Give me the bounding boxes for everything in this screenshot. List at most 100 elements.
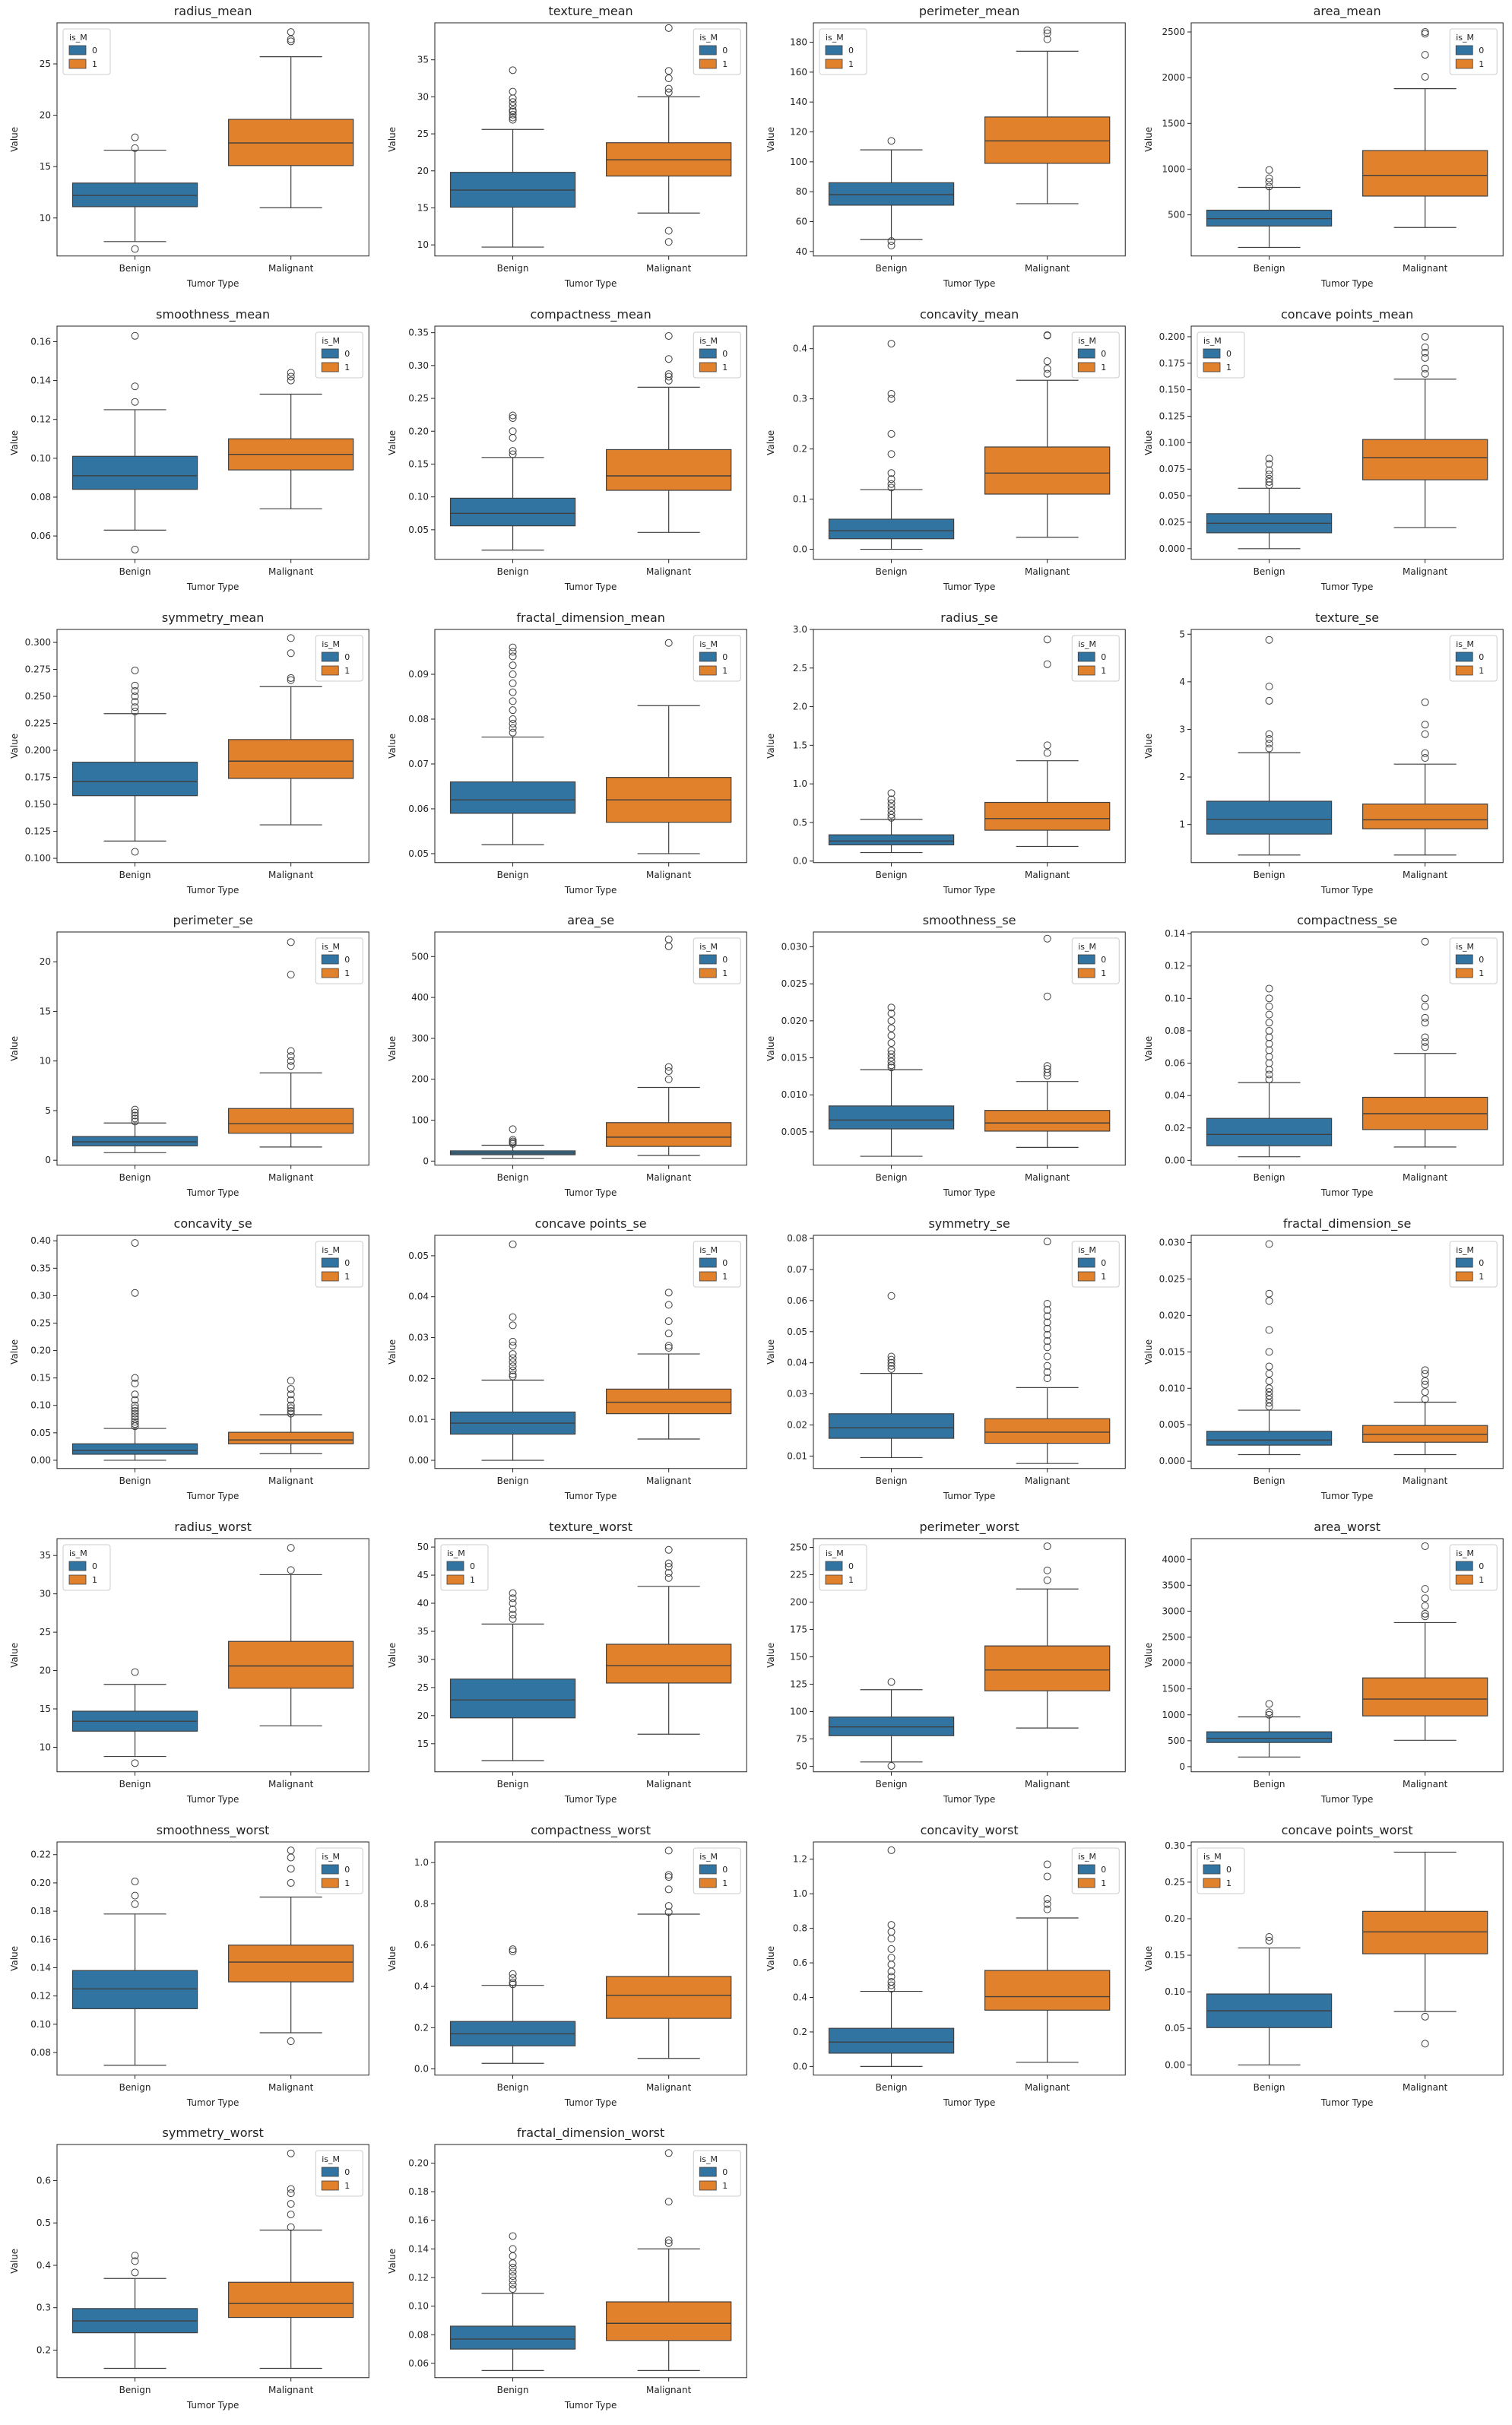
outlier-point (887, 807, 895, 815)
outlier-point (287, 2224, 295, 2232)
outlier-point (887, 1678, 895, 1686)
legend-label: 1 (470, 1575, 475, 1585)
outlier-point (887, 1761, 895, 1770)
x-axis-label: Tumor Type (942, 278, 994, 289)
outlier-point (287, 1377, 295, 1385)
x-tick-label: Malignant (268, 566, 314, 577)
x-axis-label: Tumor Type (942, 582, 994, 592)
outlier-point (1043, 1065, 1051, 1073)
legend-swatch (1455, 45, 1473, 55)
y-tick-label: 0.12 (30, 414, 51, 424)
outlier-point (131, 545, 139, 553)
outlier-point (664, 1063, 673, 1071)
legend-label: 1 (723, 1878, 728, 1888)
y-tick-label: 0.0 (792, 2061, 807, 2072)
y-axis-label: Value (1143, 733, 1154, 758)
outlier-point (664, 1342, 673, 1350)
outlier-point (509, 1615, 517, 1623)
outlier-point (287, 1543, 295, 1552)
iqr-box (71, 1136, 198, 1147)
y-tick-label: 0.8 (414, 1898, 429, 1909)
x-tick-label: Benign (497, 869, 529, 880)
outlier-point (1421, 2039, 1429, 2047)
legend-swatch (321, 348, 339, 359)
y-tick-label: 0.04 (409, 1292, 430, 1302)
x-axis-label: Tumor Type (564, 2400, 617, 2411)
y-tick-label: 100 (790, 1706, 807, 1717)
chart-panel: area_worst 0 500 1000 1500 2000 2500 3000 3500 40… (1143, 1520, 1504, 1805)
chart-title: concavity_mean (919, 307, 1018, 322)
chart-title: smoothness_mean (156, 307, 270, 322)
y-tick-label: 0.3 (792, 393, 807, 404)
outlier-point (287, 2200, 295, 2208)
box-benign (1206, 455, 1332, 550)
box-benign (450, 1945, 576, 2064)
legend: is_M 0 1 (1449, 1241, 1498, 1288)
outlier-point (887, 1846, 895, 1854)
x-axis-label: Tumor Type (942, 1491, 994, 1501)
y-tick-label: 0.08 (30, 2047, 51, 2058)
outlier-point (287, 1878, 295, 1887)
legend-swatch (699, 45, 717, 55)
box-benign (71, 331, 198, 553)
outlier-point (509, 2259, 517, 2268)
outlier-point (887, 1967, 895, 1975)
y-axis-label: Value (766, 430, 776, 455)
y-tick-label: 0.20 (30, 1877, 51, 1888)
y-tick-label: 0.010 (1159, 1383, 1184, 1393)
outlier-point (287, 28, 295, 36)
plot-frame (56, 1538, 369, 1772)
y-tick-label: 300 (411, 1033, 429, 1044)
chart-panel: texture_se 1 2 3 4 5 Value Benign Malignant Tumor… (1143, 610, 1504, 895)
legend-swatch (1077, 1864, 1095, 1874)
outlier-point (1421, 753, 1429, 762)
outlier-point (1265, 1019, 1273, 1027)
iqr-box (984, 1969, 1110, 2011)
legend: is_M 0 1 (315, 331, 363, 379)
y-tick-label: 15 (40, 1704, 51, 1714)
outlier-point (887, 395, 895, 403)
outlier-point (1043, 331, 1051, 339)
outlier-point (1421, 1609, 1429, 1618)
y-axis-label: Value (9, 127, 20, 152)
x-tick-label: Malignant (268, 2081, 314, 2092)
chart-panel: compactness_se 0.00 0.02 0.04 0.06 0.08 0.10 0.… (1143, 913, 1504, 1198)
outlier-point (131, 2257, 139, 2265)
y-tick-label: 60 (795, 217, 807, 227)
outlier-point (664, 1901, 673, 1910)
y-tick-label: 0.030 (1159, 1238, 1184, 1248)
box-benign (1206, 1932, 1332, 2065)
outlier-point (664, 935, 673, 943)
x-tick-label: Malignant (1403, 2081, 1448, 2092)
box-benign (450, 2232, 576, 2372)
outlier-point (509, 66, 517, 74)
outlier-point (287, 2185, 295, 2193)
y-tick-label: 0.16 (30, 1934, 51, 1945)
outlier-point (1265, 1362, 1273, 1371)
legend-swatch (68, 1561, 87, 1571)
outlier-point (509, 113, 517, 122)
y-tick-label: 25 (417, 128, 429, 139)
outlier-point (1421, 1602, 1429, 1610)
y-tick-label: 20 (40, 1665, 51, 1675)
outlier-point (287, 369, 295, 377)
y-tick-label: 2500 (1162, 27, 1185, 37)
outlier-point (509, 1980, 517, 1988)
iqr-box (1206, 1117, 1332, 1147)
chart-title: fractal_dimension_mean (517, 610, 666, 626)
outlier-point (509, 1973, 517, 1982)
outlier-point (509, 116, 517, 124)
legend-title: is_M (1203, 336, 1222, 346)
outlier-point (1043, 1312, 1051, 1320)
outlier-point (509, 679, 517, 687)
legend-label: 0 (92, 46, 97, 55)
chart-panel: smoothness_worst 0.08 0.10 0.12 0.14 0.16 0.18… (9, 1823, 369, 2107)
legend: is_M 0 1 (1071, 1241, 1120, 1288)
legend: is_M 0 1 (819, 28, 867, 75)
chart-panel: perimeter_mean 40 60 80 100 120 140 160 180 Value… (766, 4, 1126, 289)
iqr-box (606, 1644, 732, 1684)
outlier-point (1265, 1932, 1273, 1941)
x-tick-label: Malignant (646, 1476, 692, 1486)
y-tick-label: 0.4 (36, 2260, 51, 2271)
outlier-point (1265, 178, 1273, 186)
